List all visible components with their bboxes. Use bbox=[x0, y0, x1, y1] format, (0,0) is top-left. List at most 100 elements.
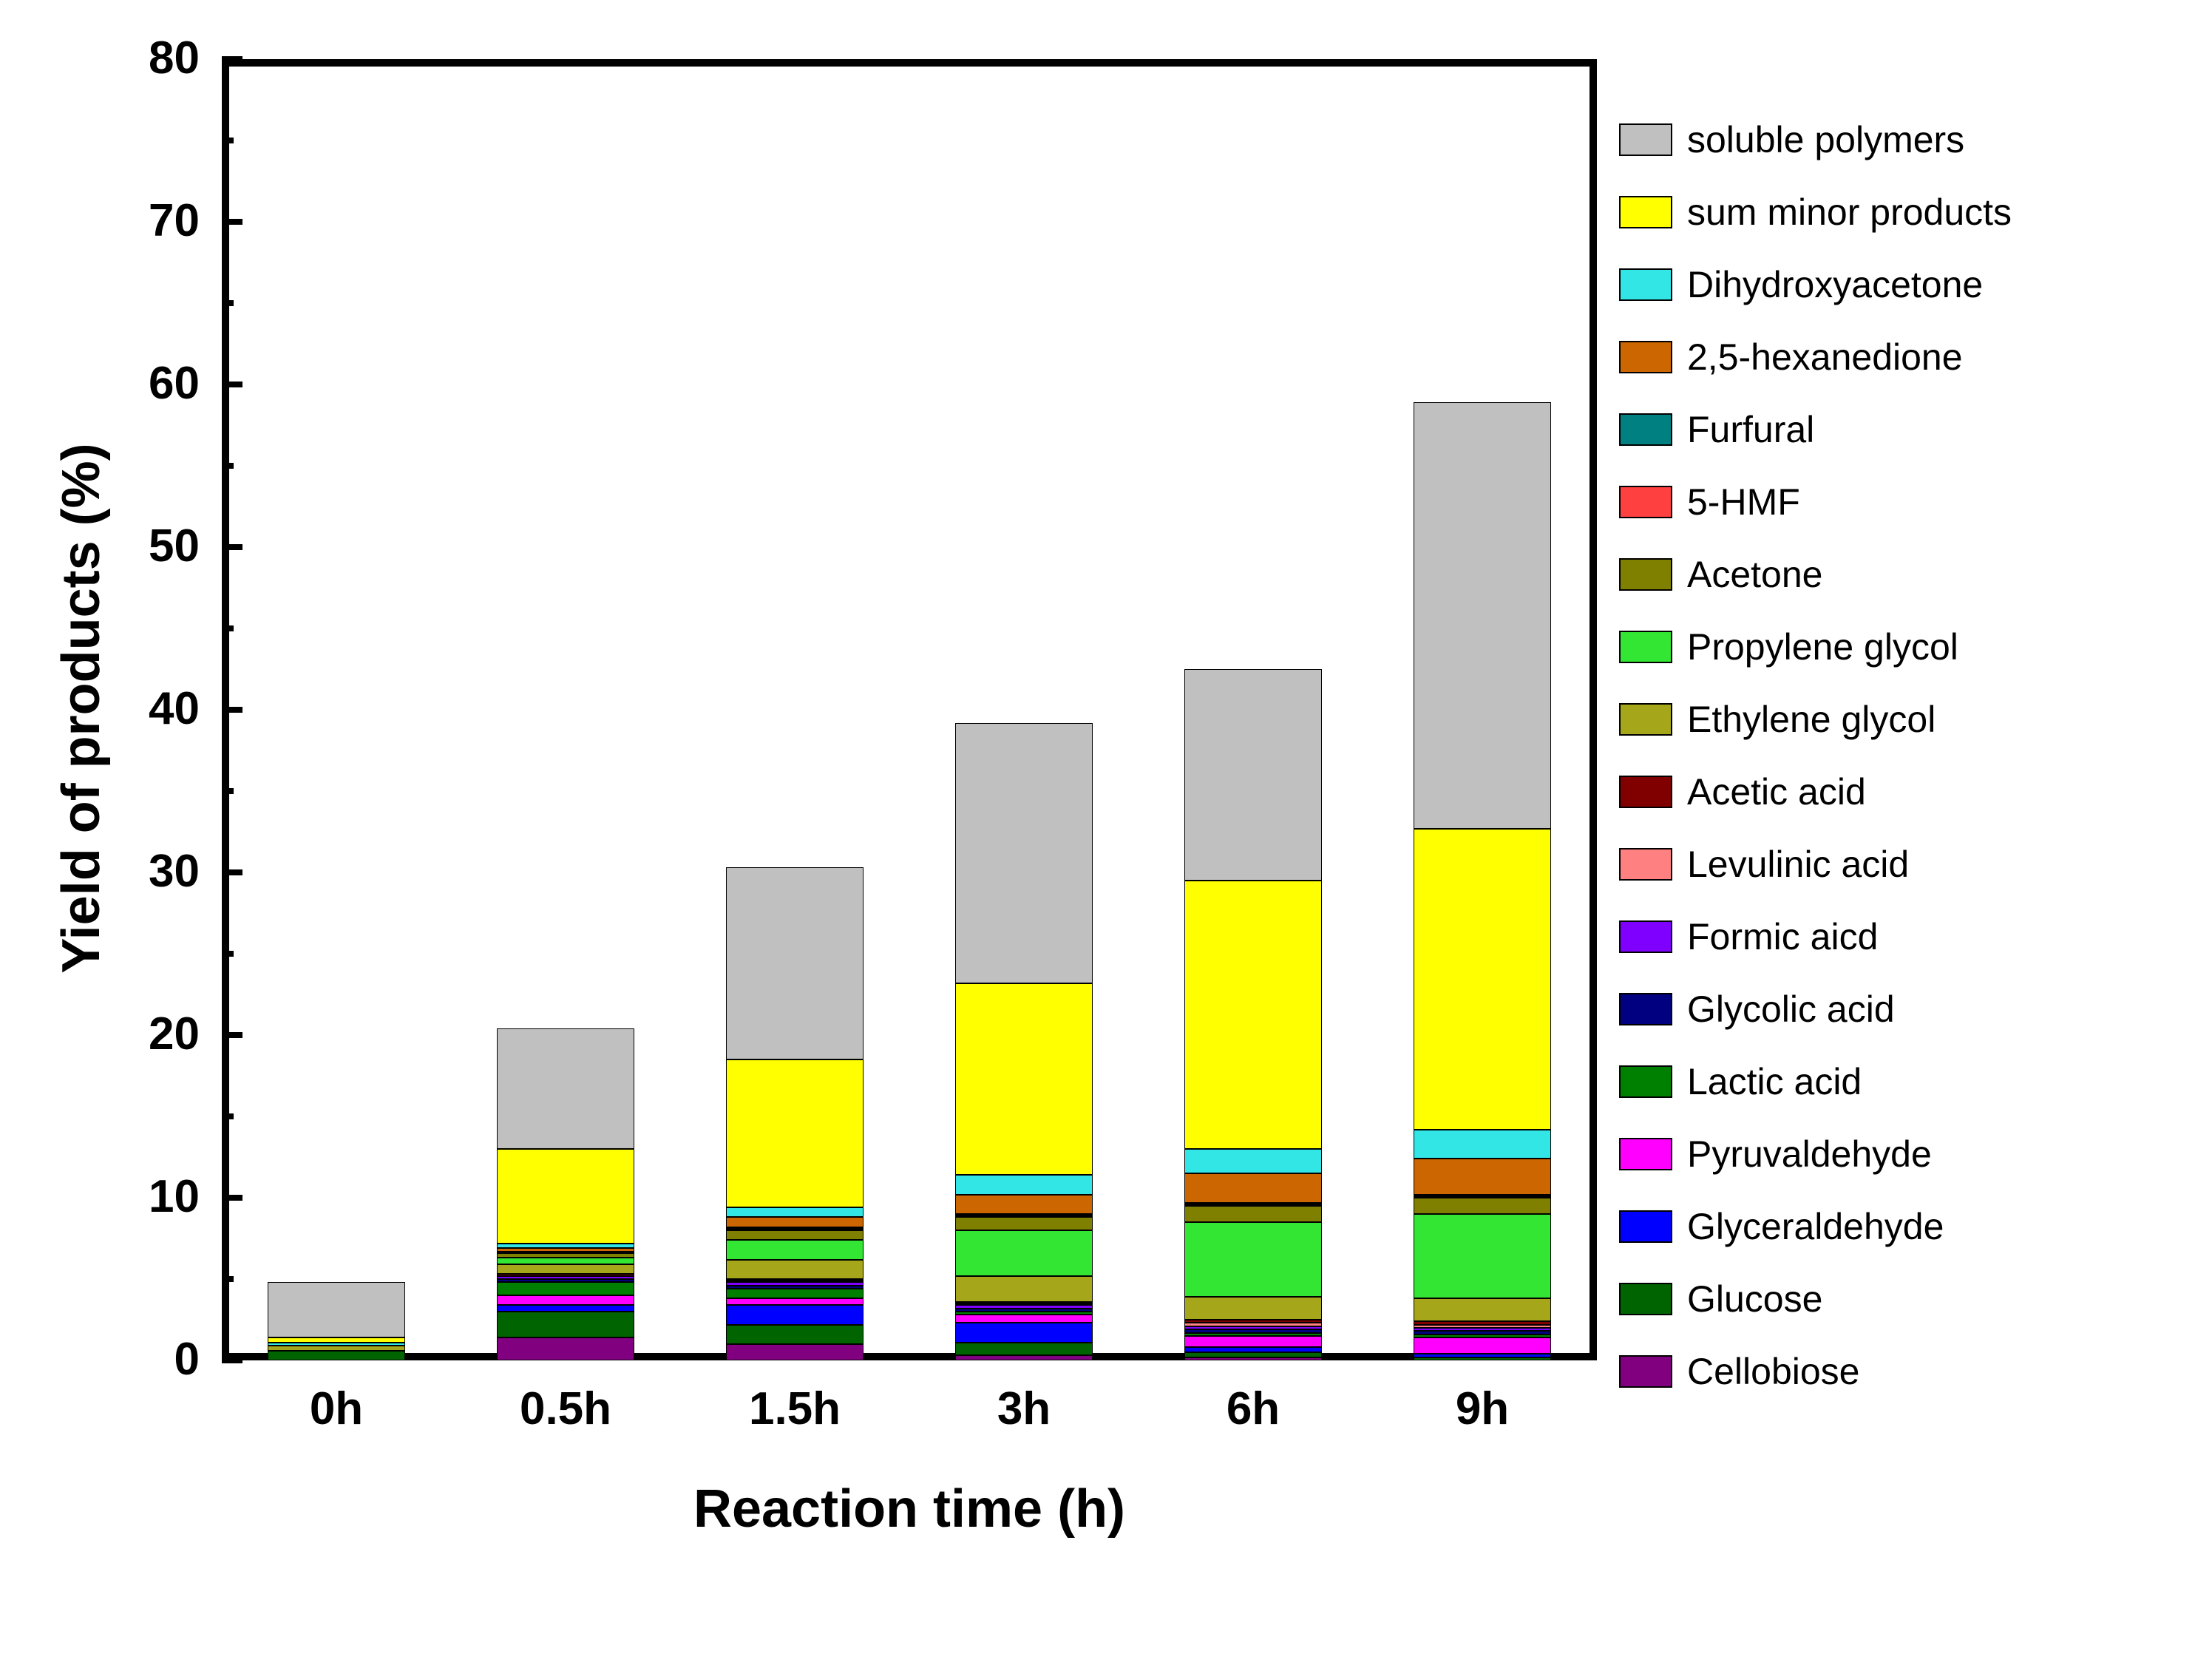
legend-item-formic_acid: Formic aicd bbox=[1619, 901, 1878, 973]
legend-label-hmf: 5-HMF bbox=[1687, 481, 1800, 523]
y-minor-tick bbox=[222, 300, 234, 306]
seg-glucose bbox=[726, 1325, 864, 1344]
x-tick-label: 3h bbox=[913, 1383, 1135, 1435]
legend-swatch-glucose bbox=[1619, 1283, 1672, 1315]
seg-acetone bbox=[955, 1217, 1093, 1230]
seg-dihydroxyacetone bbox=[497, 1244, 634, 1249]
y-tick-label: 80 bbox=[111, 32, 200, 84]
y-major-tick bbox=[222, 1195, 242, 1201]
seg-propylene_glycol bbox=[1184, 1222, 1322, 1297]
seg-ethylene_glycol bbox=[1414, 1298, 1551, 1321]
legend-item-ethylene_glycol: Ethylene glycol bbox=[1619, 683, 1936, 756]
legend-swatch-formic_acid bbox=[1619, 920, 1672, 953]
y-tick-label: 40 bbox=[111, 682, 200, 735]
seg-levulinic_acid bbox=[1184, 1323, 1322, 1326]
legend-swatch-pyruvaldehyde bbox=[1619, 1138, 1672, 1170]
y-tick-label: 10 bbox=[111, 1170, 200, 1223]
legend-swatch-hmf bbox=[1619, 486, 1672, 518]
y-major-tick bbox=[222, 382, 242, 387]
axis-border-right bbox=[1590, 59, 1597, 1360]
legend-swatch-acetone bbox=[1619, 558, 1672, 591]
seg-pyruvaldehyde bbox=[497, 1295, 634, 1305]
seg-cellobiose bbox=[1184, 1357, 1322, 1360]
seg-soluble_polymers bbox=[497, 1028, 634, 1149]
legend-swatch-glycolic_acid bbox=[1619, 993, 1672, 1025]
legend-item-propylene_glycol: Propylene glycol bbox=[1619, 611, 1958, 683]
legend-item-acetic_acid: Acetic acid bbox=[1619, 756, 1866, 828]
seg-propylene_glycol bbox=[955, 1230, 1093, 1276]
x-tick-label: 9h bbox=[1371, 1383, 1593, 1435]
bar-0.5h bbox=[497, 59, 634, 1360]
seg-hmf bbox=[726, 1229, 864, 1230]
seg-levulinic_acid bbox=[955, 1303, 1093, 1305]
seg-ethylene_glycol bbox=[955, 1276, 1093, 1302]
legend-swatch-lactic_acid bbox=[1619, 1065, 1672, 1098]
seg-glycolic_acid bbox=[497, 1279, 634, 1282]
legend-item-glucose: Glucose bbox=[1619, 1263, 1822, 1335]
legend-label-cellobiose: Cellobiose bbox=[1687, 1350, 1859, 1393]
seg-hexanedione bbox=[1414, 1159, 1551, 1194]
legend-label-glycolic_acid: Glycolic acid bbox=[1687, 988, 1895, 1031]
y-axis-label: Yield of products (%) bbox=[51, 413, 112, 1004]
seg-pyruvaldehyde bbox=[955, 1315, 1093, 1323]
legend-label-levulinic_acid: Levulinic acid bbox=[1687, 843, 1909, 886]
seg-cellobiose bbox=[497, 1337, 634, 1360]
seg-lactic_acid bbox=[955, 1312, 1093, 1315]
y-minor-tick bbox=[222, 463, 234, 469]
legend-item-cellobiose: Cellobiose bbox=[1619, 1335, 1859, 1408]
axis-border-bottom bbox=[222, 1353, 1597, 1360]
seg-lactic_acid bbox=[726, 1289, 864, 1298]
seg-sum_minor bbox=[955, 983, 1093, 1176]
y-tick-label: 0 bbox=[111, 1333, 200, 1386]
y-major-tick bbox=[222, 544, 242, 550]
legend-item-hmf: 5-HMF bbox=[1619, 466, 1800, 538]
seg-acetic_acid bbox=[726, 1279, 864, 1281]
legend-item-furfural: Furfural bbox=[1619, 393, 1814, 466]
seg-dihydroxyacetone bbox=[1414, 1130, 1551, 1159]
y-tick-label: 20 bbox=[111, 1008, 200, 1060]
legend-label-acetic_acid: Acetic acid bbox=[1687, 770, 1866, 813]
legend-item-glycolic_acid: Glycolic acid bbox=[1619, 973, 1895, 1045]
legend-swatch-acetic_acid bbox=[1619, 776, 1672, 808]
legend: soluble polymerssum minor productsDihydr… bbox=[1619, 104, 2197, 1408]
seg-glucose bbox=[497, 1312, 634, 1337]
legend-label-hexanedione: 2,5-hexanedione bbox=[1687, 336, 1963, 379]
legend-item-hexanedione: 2,5-hexanedione bbox=[1619, 321, 1963, 393]
legend-swatch-ethylene_glycol bbox=[1619, 703, 1672, 736]
legend-swatch-cellobiose bbox=[1619, 1355, 1672, 1388]
seg-sum_minor bbox=[1414, 829, 1551, 1130]
seg-levulinic_acid bbox=[726, 1281, 864, 1282]
seg-dihydroxyacetone bbox=[955, 1175, 1093, 1194]
y-minor-tick bbox=[222, 1276, 234, 1282]
bar-9h bbox=[1414, 59, 1551, 1360]
seg-furfural bbox=[726, 1227, 864, 1229]
seg-hmf bbox=[1184, 1204, 1322, 1206]
legend-label-propylene_glycol: Propylene glycol bbox=[1687, 625, 1958, 668]
y-major-tick bbox=[222, 56, 242, 62]
seg-hmf bbox=[1414, 1196, 1551, 1198]
legend-swatch-levulinic_acid bbox=[1619, 848, 1672, 881]
seg-glycolic_acid bbox=[955, 1309, 1093, 1312]
x-tick-label: 6h bbox=[1142, 1383, 1364, 1435]
seg-ethylene_glycol bbox=[268, 1346, 405, 1351]
seg-sum_minor bbox=[268, 1337, 405, 1343]
seg-levulinic_acid bbox=[1414, 1325, 1551, 1328]
seg-dihydroxyacetone bbox=[268, 1343, 405, 1346]
legend-item-levulinic_acid: Levulinic acid bbox=[1619, 828, 1909, 901]
y-tick-label: 50 bbox=[111, 520, 200, 572]
legend-item-glyceraldehyde: Glyceraldehyde bbox=[1619, 1190, 1944, 1263]
legend-swatch-propylene_glycol bbox=[1619, 631, 1672, 663]
legend-item-sum_minor: sum minor products bbox=[1619, 176, 2012, 248]
seg-glucose bbox=[955, 1343, 1093, 1356]
seg-glucose bbox=[268, 1351, 405, 1360]
seg-sum_minor bbox=[1184, 881, 1322, 1149]
bar-6h bbox=[1184, 59, 1322, 1360]
legend-item-pyruvaldehyde: Pyruvaldehyde bbox=[1619, 1118, 1932, 1190]
seg-glycolic_acid bbox=[1414, 1331, 1551, 1334]
seg-glucose bbox=[1184, 1352, 1322, 1357]
seg-soluble_polymers bbox=[1414, 402, 1551, 828]
legend-item-acetone: Acetone bbox=[1619, 538, 1822, 611]
seg-glucose bbox=[1414, 1357, 1551, 1360]
bar-3h bbox=[955, 59, 1093, 1360]
seg-furfural bbox=[955, 1214, 1093, 1215]
